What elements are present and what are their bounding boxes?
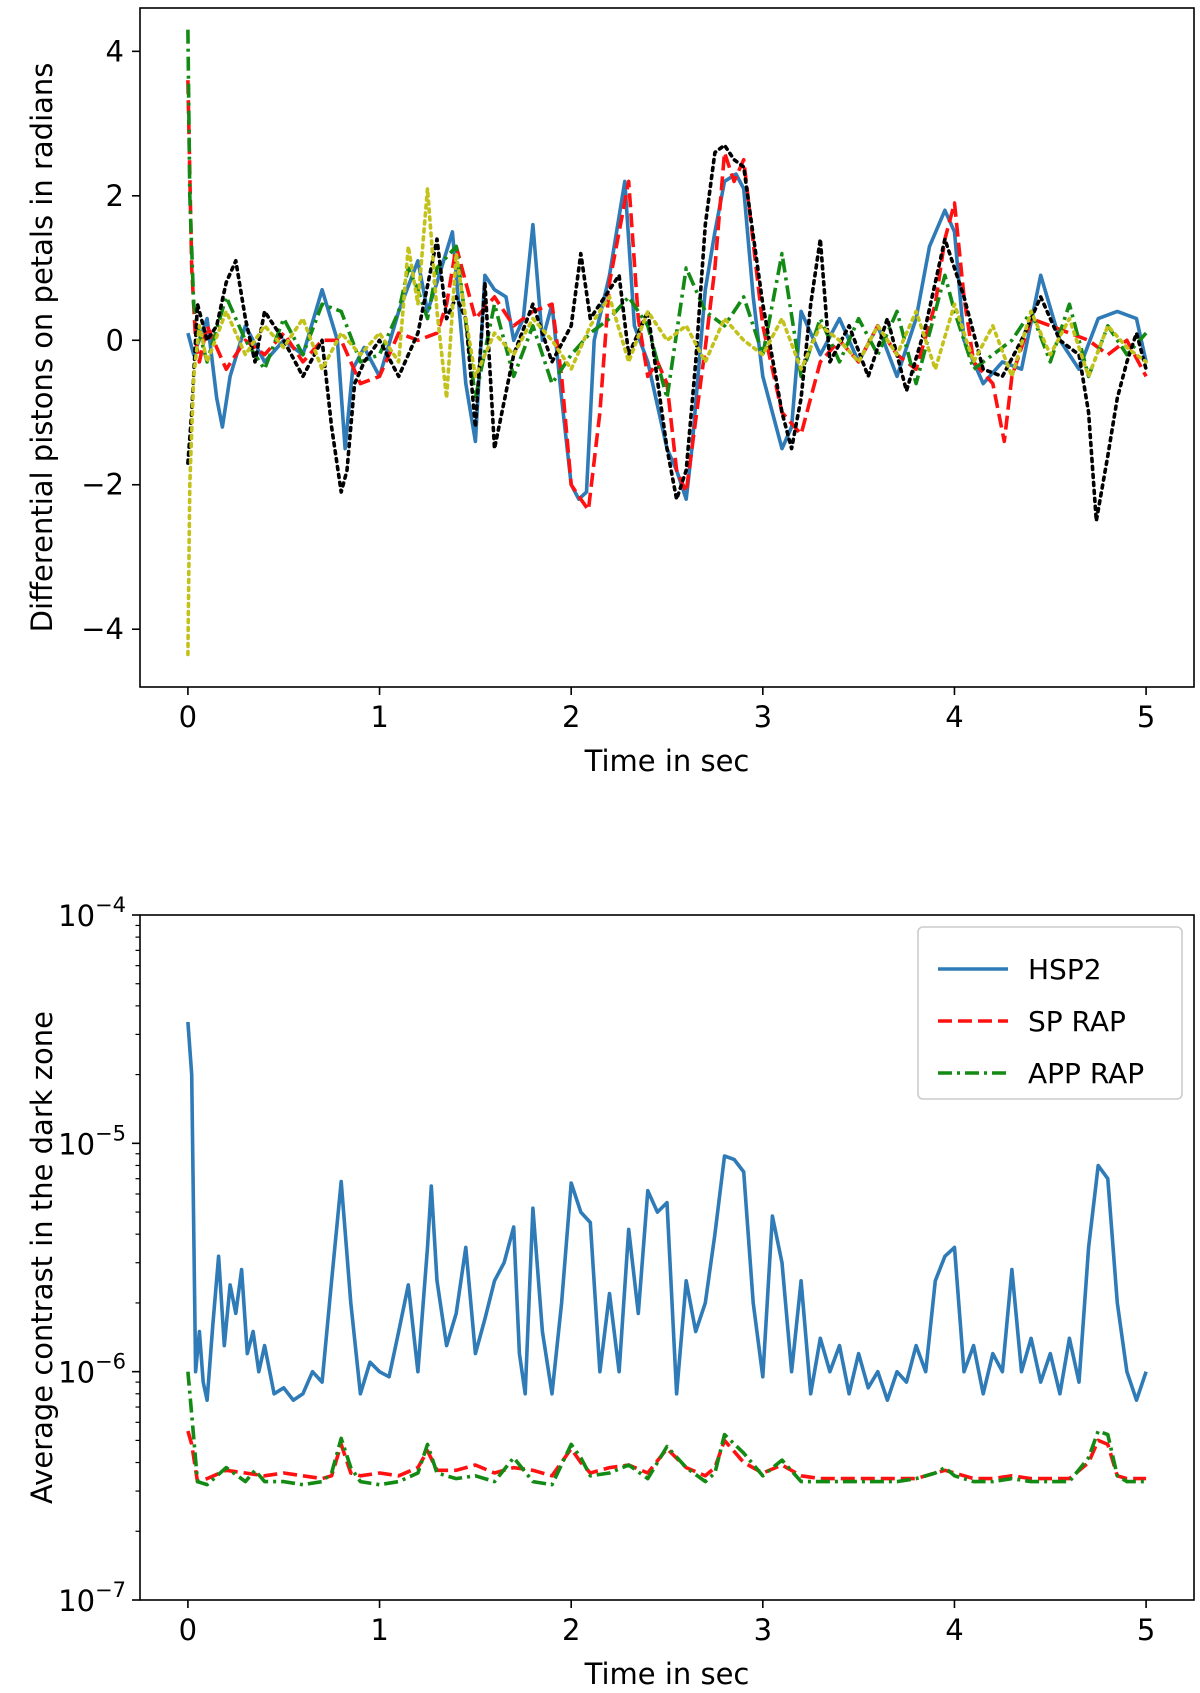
y-tick-label: 10−4 bbox=[58, 893, 126, 933]
series-line-4 bbox=[186, 143, 1148, 523]
y-tick-exponent: −6 bbox=[95, 1350, 126, 1374]
series-line-5 bbox=[186, 186, 1148, 657]
y-tick-exponent: −4 bbox=[95, 893, 126, 917]
plot-frame bbox=[139, 914, 1195, 1601]
y-axis-label: Average contrast in the dark zone bbox=[25, 1011, 59, 1504]
x-tick-label: 5 bbox=[1137, 1613, 1155, 1647]
x-tick-label: 0 bbox=[179, 700, 197, 734]
plot-frame bbox=[139, 7, 1195, 688]
y-tick-label: 4 bbox=[106, 34, 124, 68]
series-line-2 bbox=[186, 1430, 1147, 1484]
y-tick-label: 2 bbox=[106, 179, 124, 213]
x-tick-label: 1 bbox=[370, 700, 388, 734]
x-tick-label: 2 bbox=[562, 1613, 580, 1647]
x-tick-label: 4 bbox=[945, 1613, 963, 1647]
chart-1: 0 1 2 3 4 5 −4 −2 0 2 4 Time in sec Differential pis… bbox=[25, 7, 1195, 778]
y-tick-label: 0 bbox=[106, 323, 124, 357]
y-tick-exponent: −7 bbox=[95, 1578, 126, 1602]
legend-label-1: HSP2 bbox=[1028, 953, 1102, 986]
series-line-3 bbox=[186, 29, 1148, 400]
series-line-3 bbox=[186, 1371, 1147, 1487]
x-axis-label: Time in sec bbox=[584, 744, 750, 778]
y-tick-label: −4 bbox=[81, 612, 124, 646]
y-tick-label: 10−5 bbox=[58, 1121, 126, 1161]
legend: HSP2 SP RAP APP RAP bbox=[917, 926, 1183, 1100]
x-tick-label: 3 bbox=[754, 1613, 772, 1647]
y-tick-exponent: −5 bbox=[95, 1121, 126, 1145]
series-group bbox=[186, 1021, 1148, 1487]
y-tick-label: 10−6 bbox=[58, 1350, 126, 1390]
series-line-2 bbox=[186, 80, 1148, 512]
legend-label-3: APP RAP bbox=[1028, 1057, 1144, 1090]
y-tick-label: 10−7 bbox=[58, 1578, 126, 1618]
legend-label-2: SP RAP bbox=[1028, 1005, 1126, 1038]
y-axis-label: Differential pistons on petals in radian… bbox=[25, 63, 59, 633]
x-tick-label: 5 bbox=[1137, 700, 1155, 734]
y-tick-label: −2 bbox=[81, 468, 124, 502]
chart-2: 0 1 2 3 4 5 10−7 10−6 10−5 10−4 Time in sec Average… bbox=[25, 893, 1195, 1691]
x-tick-label: 2 bbox=[562, 700, 580, 734]
x-tick-label: 4 bbox=[945, 700, 963, 734]
series-line-1 bbox=[186, 1021, 1148, 1402]
x-tick-label: 3 bbox=[754, 700, 772, 734]
x-tick-label: 1 bbox=[370, 1613, 388, 1647]
x-tick-label: 0 bbox=[179, 1613, 197, 1647]
series-group bbox=[186, 29, 1148, 657]
series-line-1 bbox=[186, 172, 1148, 502]
x-axis-label: Time in sec bbox=[584, 1657, 750, 1691]
